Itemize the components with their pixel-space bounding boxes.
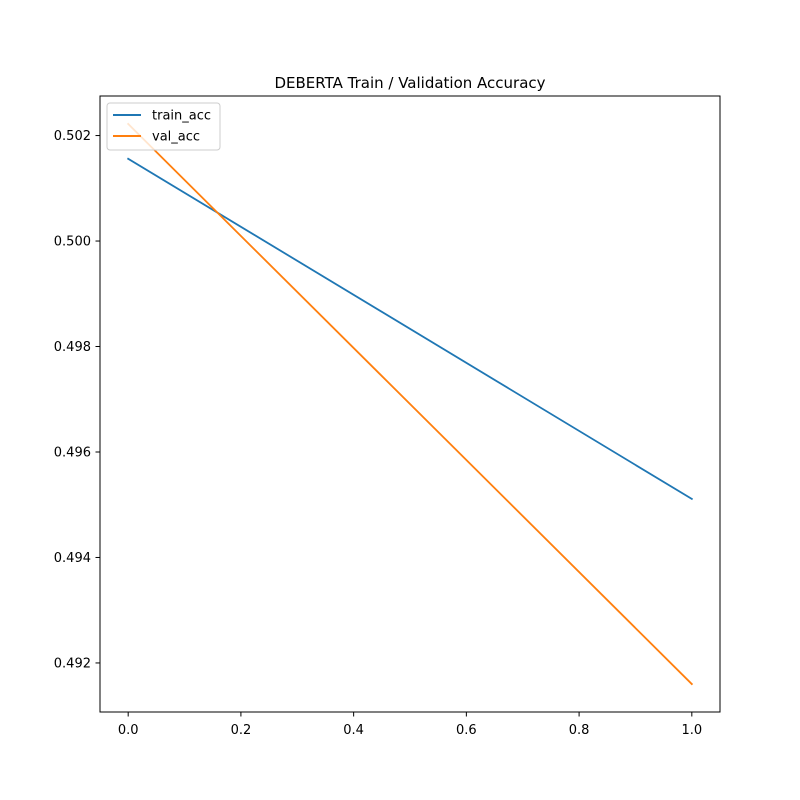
y-tick-label: 0.496 (54, 445, 91, 460)
x-tick-label: 1.0 (681, 723, 702, 738)
series-layer (126, 122, 694, 686)
y-tick-label: 0.498 (54, 340, 91, 355)
x-tick-label: 0.4 (343, 723, 364, 738)
series-line-train-acc (126, 157, 694, 501)
plot-area-frame (99, 95, 721, 713)
chart-title: DEBERTA Train / Validation Accuracy (274, 74, 545, 92)
legend-label-val-acc: val_acc (152, 130, 200, 145)
x-tick-label: 0.2 (231, 723, 252, 738)
y-tick-label: 0.492 (54, 656, 91, 671)
series-line-val-acc (126, 122, 694, 686)
legend-label-train-acc: train_acc (152, 109, 211, 124)
y-axis: 0.492 0.494 0.496 0.498 0.500 0.502 (54, 129, 100, 671)
x-tick-label: 0.0 (118, 723, 139, 738)
x-tick-label: 0.6 (456, 723, 477, 738)
y-tick-label: 0.502 (54, 129, 91, 144)
y-tick-label: 0.500 (54, 235, 91, 250)
y-tick-label: 0.494 (54, 551, 91, 566)
legend: train_acc val_acc (106, 102, 221, 151)
x-axis: 0.0 0.2 0.4 0.6 0.8 1.0 (118, 712, 702, 738)
x-tick-label: 0.8 (569, 723, 590, 738)
